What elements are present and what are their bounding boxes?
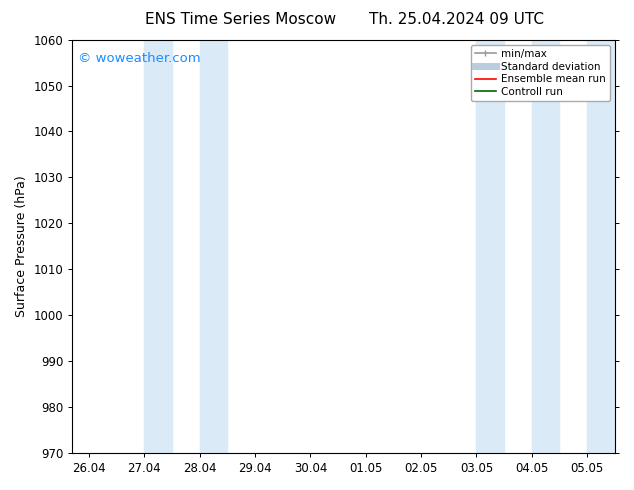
Text: © woweather.com: © woweather.com (78, 52, 200, 65)
Bar (200, 40, 228, 453)
Bar (587, 40, 615, 453)
Y-axis label: Surface Pressure (hPa): Surface Pressure (hPa) (15, 175, 28, 317)
Bar (532, 40, 559, 453)
Bar (476, 40, 504, 453)
Text: ENS Time Series Moscow: ENS Time Series Moscow (145, 12, 337, 27)
Text: Th. 25.04.2024 09 UTC: Th. 25.04.2024 09 UTC (369, 12, 544, 27)
Bar (145, 40, 172, 453)
Legend: min/max, Standard deviation, Ensemble mean run, Controll run: min/max, Standard deviation, Ensemble me… (470, 45, 610, 101)
